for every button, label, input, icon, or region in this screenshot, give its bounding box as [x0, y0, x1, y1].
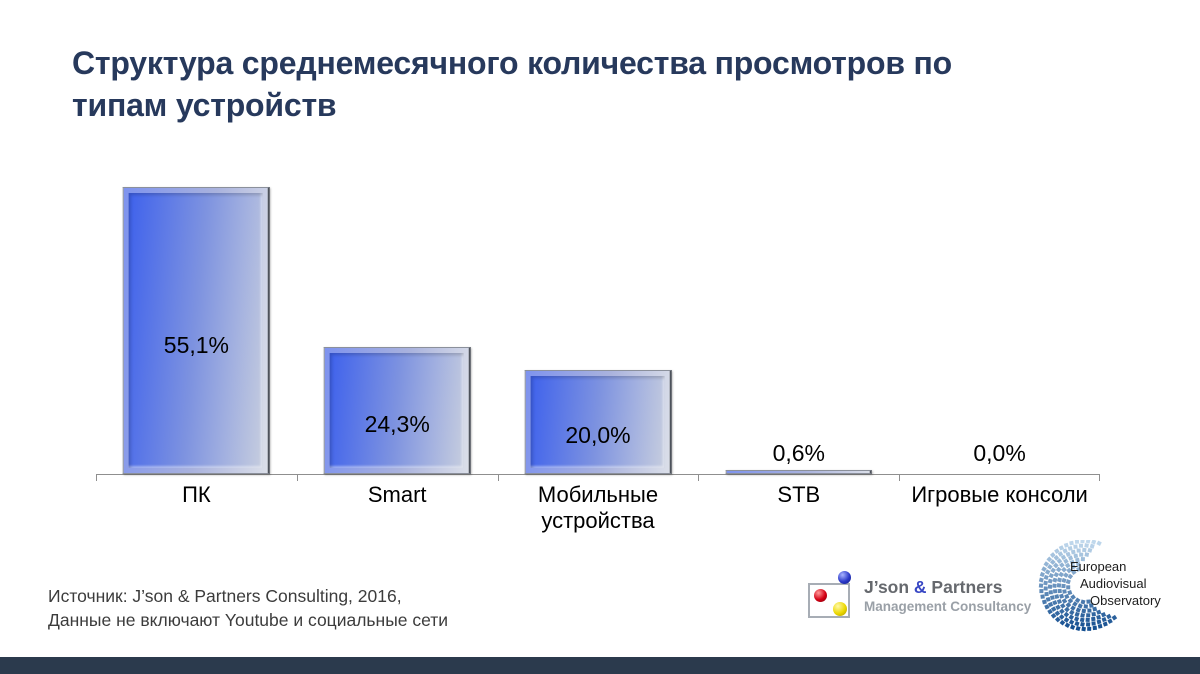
jp-square-icon: [808, 583, 850, 618]
axis-tick: [698, 474, 700, 481]
category-label: Игровые консоли: [911, 482, 1088, 507]
jp-blue-ball-icon: [838, 571, 851, 584]
jp-red-ball-icon: [814, 589, 827, 602]
jp-company-name: J’son & Partners: [864, 577, 1003, 597]
source-line2: Данные не включают Youtube и социальные …: [48, 610, 449, 630]
jp-yellow-ball-icon: [833, 602, 847, 616]
bar-slot: 20,0%: [498, 180, 699, 474]
footer-accent-bar: [0, 657, 1200, 674]
value-label: 24,3%: [364, 411, 430, 437]
bar-2: [323, 347, 471, 474]
category-labels: ПК Smart Мобильные устройства STB Игровые ко…: [96, 482, 1100, 534]
axis-tick: [96, 474, 97, 481]
value-label: 20,0%: [565, 422, 631, 448]
json-partners-logo: J’son & Partners Management Consultancy: [806, 570, 1031, 624]
bar-slot: 0,6%: [698, 180, 899, 474]
plot-area: 55,1% 24,3% 20,0% 0,6% 0,0%: [96, 180, 1100, 481]
slide-title: Структура среднемесячного количества про…: [72, 42, 1162, 126]
category-label: Smart: [367, 482, 427, 507]
axis-tick: [899, 474, 901, 481]
bar-slot: 55,1%: [96, 180, 297, 474]
jp-logo-text: J’son & Partners Management Consultancy: [864, 577, 1031, 614]
eao-line2: Audiovisual: [1080, 576, 1147, 591]
axis-tick: [1099, 474, 1100, 481]
eao-logo-text: European Audiovisual Observatory: [1070, 558, 1161, 609]
jp-subtitle: Management Consultancy: [864, 599, 1032, 614]
value-label: 0,0%: [973, 440, 1026, 466]
source-line1: Источник: J’son & Partners Consulting, 2…: [48, 586, 402, 606]
bar-4: [725, 470, 873, 474]
eao-line3: Observatory: [1090, 593, 1161, 608]
axis-tick: [296, 474, 298, 481]
slide-title-line2: типам устройств: [72, 87, 337, 123]
category-label: ПК: [182, 482, 211, 507]
category-label: STB: [777, 482, 821, 507]
value-label: 0,6%: [772, 440, 825, 466]
bar-slot: 0,0%: [899, 180, 1100, 474]
eao-crescent-icon: [1038, 540, 1118, 632]
source-note: Источник: J’son & Partners Consulting, 2…: [48, 584, 448, 632]
eao-logo: European Audiovisual Observatory: [1030, 540, 1200, 636]
jp-ampersand: &: [913, 577, 927, 597]
value-label: 55,1%: [163, 332, 229, 358]
eao-line1: European: [1070, 559, 1127, 574]
bar-1: [123, 187, 270, 474]
bar-3: [524, 370, 672, 474]
slide-title-line1: Структура среднемесячного количества про…: [72, 45, 952, 81]
category-label: Мобильные устройства: [537, 482, 659, 533]
axis-tick: [497, 474, 499, 481]
bar-slot: 24,3%: [297, 180, 498, 474]
